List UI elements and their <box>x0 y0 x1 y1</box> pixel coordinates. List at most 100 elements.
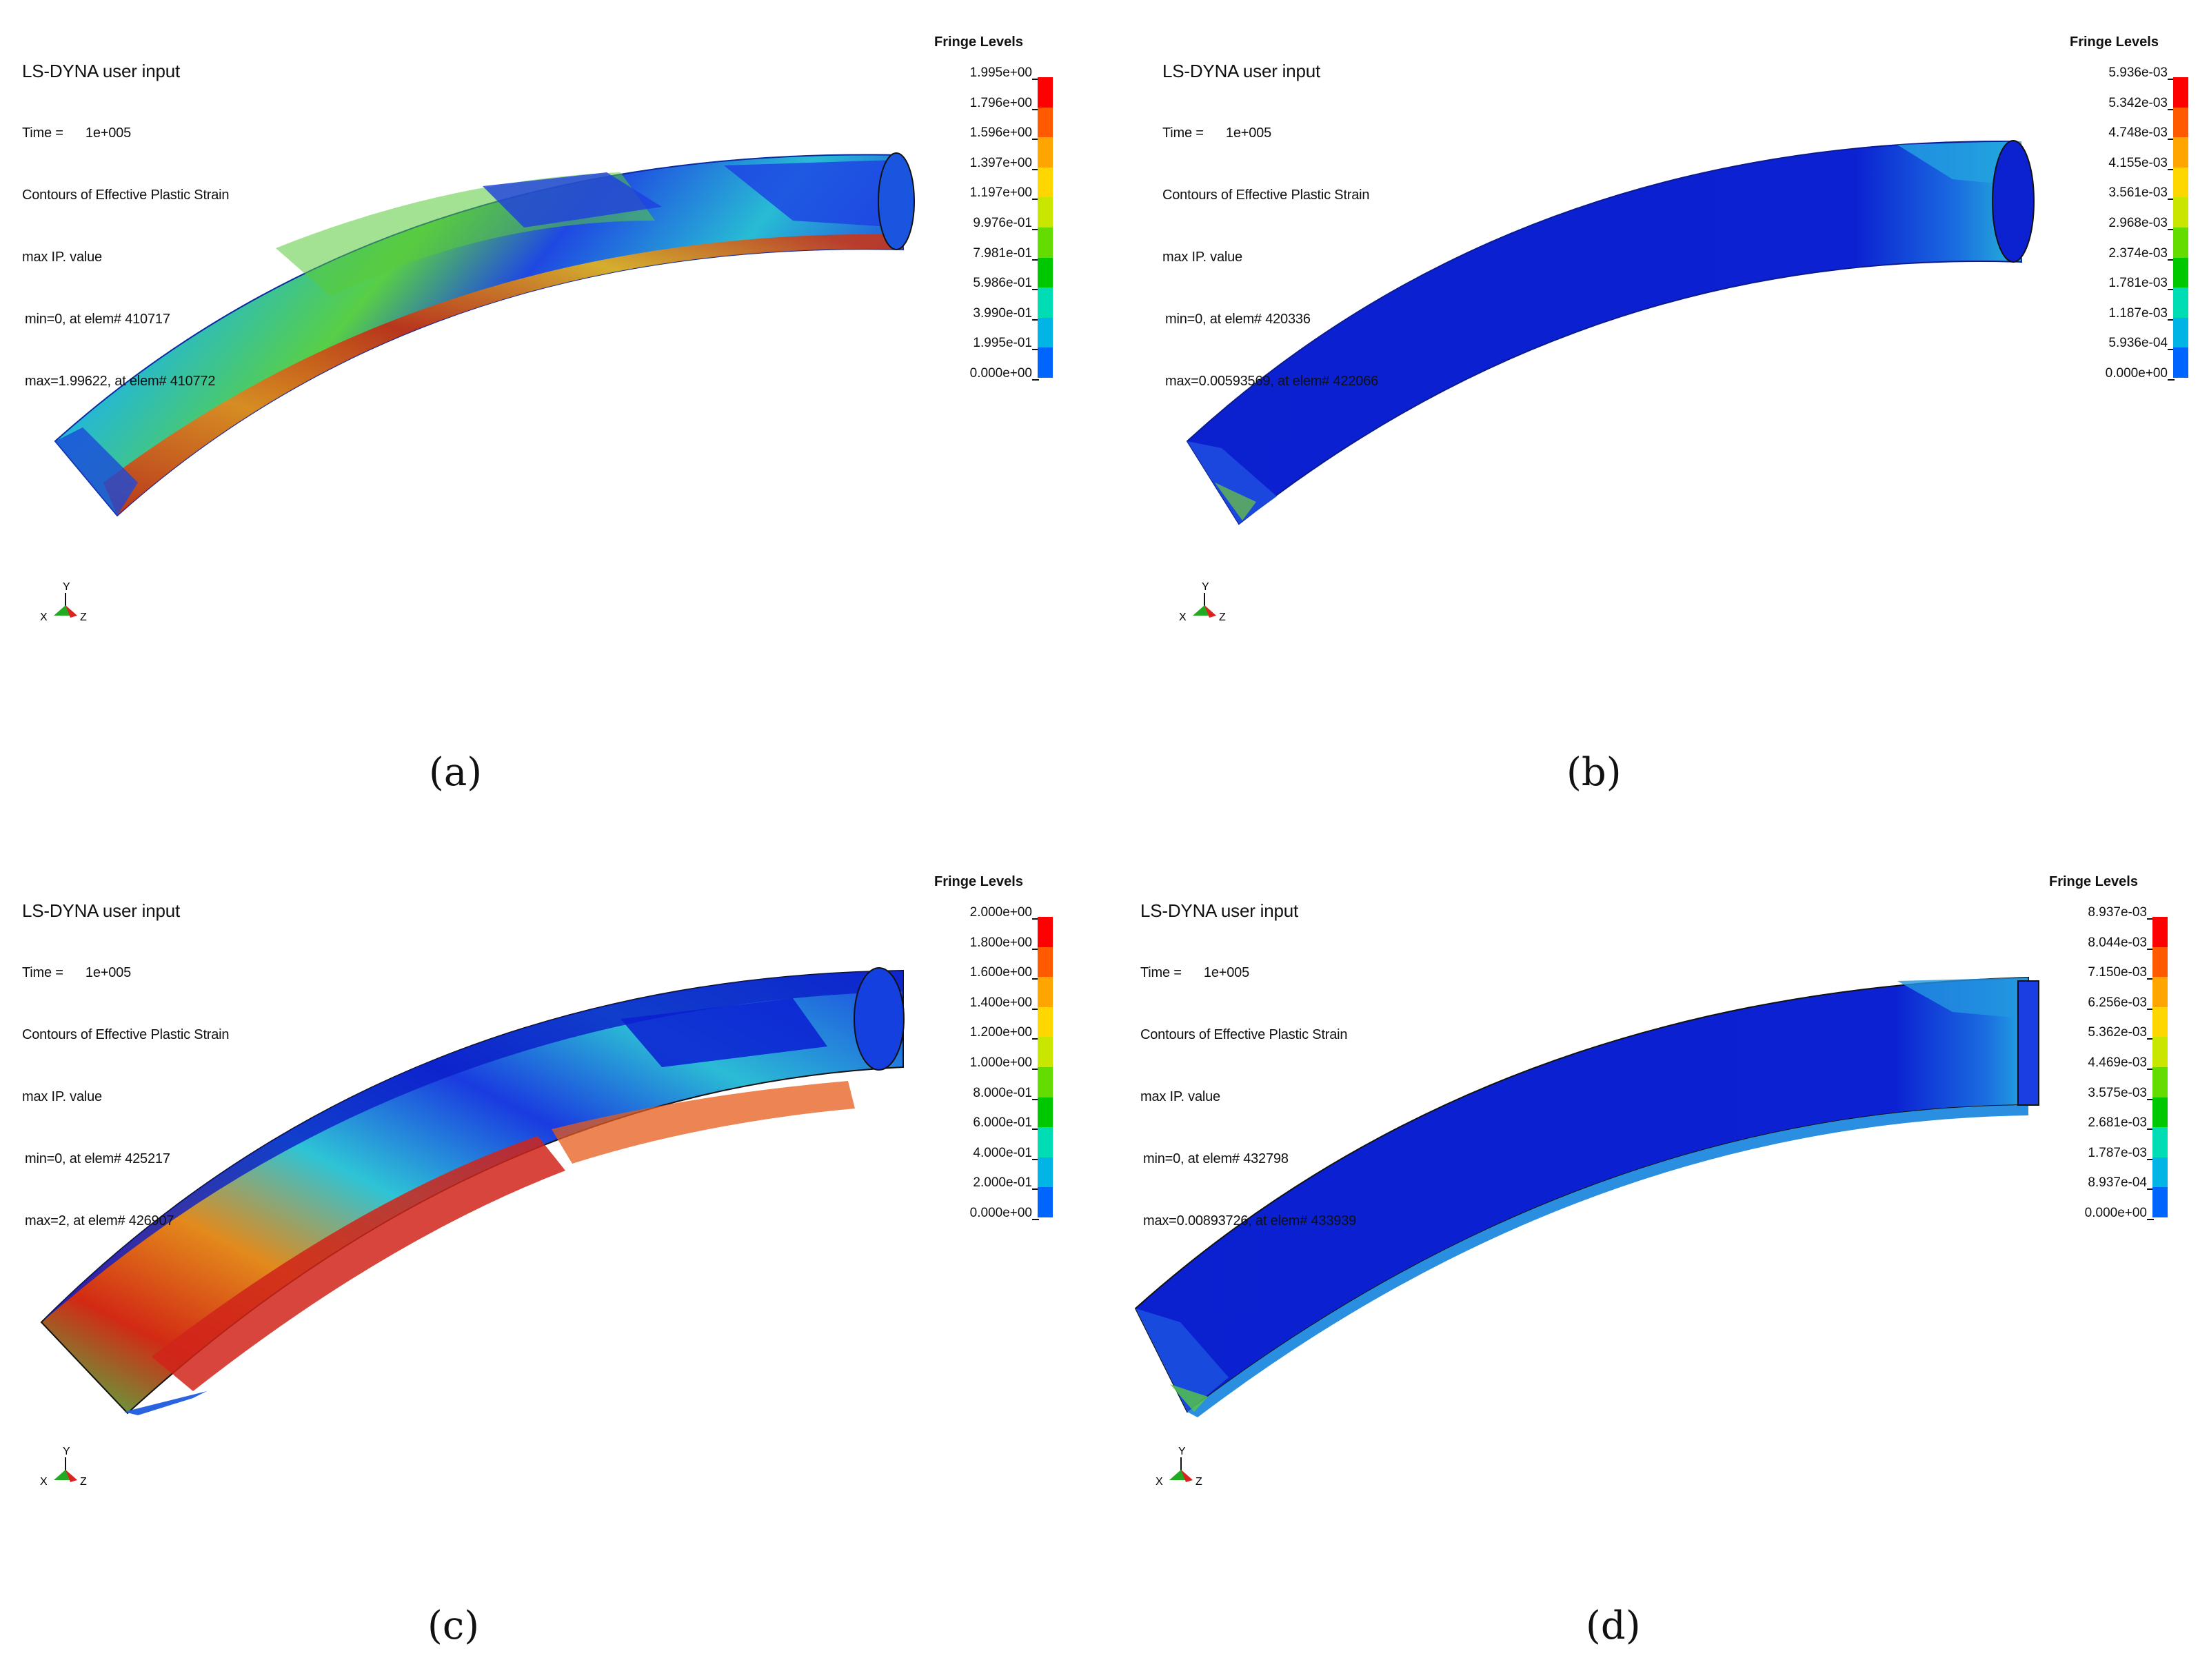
legend-tick: 2.000e+00 <box>934 898 1039 928</box>
legend-title: Fringe Levels <box>934 34 1023 50</box>
axis-y-label: Y <box>1202 581 1209 593</box>
fringe-legend: Fringe Levels 2.000e+00 1.800e+00 1.600e… <box>934 874 1065 1233</box>
legend-tick-labels: 2.000e+00 1.800e+00 1.600e+00 1.400e+00 … <box>934 898 1039 1228</box>
legend-swatch <box>1038 287 1053 318</box>
legend-tick: 4.748e-03 <box>2070 118 2175 148</box>
legend-swatch <box>2152 1006 2168 1038</box>
axis-x-label: X <box>40 1476 48 1488</box>
max-value-line: max=1.99622, at elem# 410772 <box>25 374 216 389</box>
panel-caption: (c) <box>427 1603 480 1648</box>
min-value-line: min=0, at elem# 420336 <box>1165 312 1311 327</box>
contour-type: Contours of Effective Plastic Strain <box>22 188 230 203</box>
legend-swatch <box>1038 227 1053 258</box>
legend-tick: 1.995e-01 <box>934 328 1039 358</box>
axis-z-label: Z <box>80 611 87 623</box>
legend-color-bar <box>2152 917 2168 1217</box>
legend-tick: 2.000e-01 <box>934 1168 1039 1198</box>
legend-swatch <box>1038 1037 1053 1067</box>
legend-tick: 1.596e+00 <box>934 118 1039 148</box>
legend-swatch <box>1038 317 1053 348</box>
legend-swatch <box>2173 107 2188 138</box>
legend-swatch <box>2152 1127 2168 1157</box>
legend-tick: 5.936e-03 <box>2070 58 2175 88</box>
legend-swatch <box>1038 947 1053 978</box>
axis-z-label: Z <box>1219 611 1226 623</box>
legend-tick: 1.796e+00 <box>934 88 1039 119</box>
legend-swatch <box>2152 1097 2168 1128</box>
max-ip-label: max IP. value <box>22 1089 102 1104</box>
legend-tick: 0.000e+00 <box>934 1198 1039 1228</box>
tube-end-opening <box>854 967 905 1071</box>
legend-swatch <box>1038 197 1053 227</box>
legend-tick: 8.937e-03 <box>2049 898 2154 928</box>
tube-contour-view-d <box>1134 976 2039 1417</box>
legend-swatch <box>2173 77 2188 108</box>
legend-tick: 1.000e+00 <box>934 1048 1039 1078</box>
axis-y-label: Y <box>63 581 70 593</box>
legend-tick: 8.044e-03 <box>2049 928 2154 958</box>
legend-tick-labels: 8.937e-03 8.044e-03 7.150e-03 6.256e-03 … <box>2049 898 2154 1228</box>
legend-tick: 0.000e+00 <box>934 358 1039 389</box>
legend-tick: 1.397e+00 <box>934 148 1039 179</box>
legend-tick: 3.990e-01 <box>934 298 1039 329</box>
result-header: LS-DYNA user input Time = 1e+005 Contour… <box>22 19 230 433</box>
axis-triad-d: Y X Z <box>1156 1446 1202 1488</box>
legend-tick: 4.155e-03 <box>2070 148 2175 179</box>
axis-triad-b: Y X Z <box>1179 581 1226 623</box>
legend-tick: 7.981e-01 <box>934 239 1039 269</box>
legend-tick: 3.575e-03 <box>2049 1078 2154 1109</box>
legend-swatch <box>2173 347 2188 378</box>
legend-tick: 5.362e-03 <box>2049 1018 2154 1048</box>
max-ip-label: max IP. value <box>1162 250 1242 265</box>
panel-a: LS-DYNA user input Time = 1e+005 Contour… <box>0 0 1104 840</box>
fringe-legend: Fringe Levels 8.937e-03 8.044e-03 7.150e… <box>2049 874 2180 1233</box>
axis-y-label: Y <box>63 1446 70 1457</box>
legend-swatch <box>1038 257 1053 288</box>
legend-tick: 2.374e-03 <box>2070 239 2175 269</box>
legend-swatch <box>2173 167 2188 198</box>
legend-swatch <box>1038 917 1053 947</box>
model-title: LS-DYNA user input <box>22 61 181 81</box>
legend-tick: 2.968e-03 <box>2070 208 2175 239</box>
panel-b: LS-DYNA user input Time = 1e+005 Contour… <box>1104 0 2209 840</box>
axis-z-label: Z <box>1196 1476 1202 1488</box>
legend-tick: 5.936e-04 <box>2070 328 2175 358</box>
legend-swatch <box>2152 947 2168 978</box>
axis-x-label: X <box>1179 611 1187 623</box>
legend-swatch <box>2152 977 2168 1007</box>
fringe-legend: Fringe Levels 5.936e-03 5.342e-03 4.748e… <box>2070 34 2201 393</box>
legend-swatch <box>2152 917 2168 947</box>
time-row: Time = 1e+005 <box>22 965 131 980</box>
legend-swatch <box>2173 227 2188 258</box>
legend-swatch <box>1038 77 1053 108</box>
panel-caption: (d) <box>1586 1603 1641 1648</box>
legend-tick: 1.800e+00 <box>934 928 1039 958</box>
legend-tick-labels: 5.936e-03 5.342e-03 4.748e-03 4.155e-03 … <box>2070 58 2175 389</box>
min-value-line: min=0, at elem# 410717 <box>25 312 170 327</box>
legend-title: Fringe Levels <box>2049 874 2138 889</box>
result-header: LS-DYNA user input Time = 1e+005 Contour… <box>22 859 230 1273</box>
contour-type: Contours of Effective Plastic Strain <box>1162 188 1370 203</box>
legend-swatch <box>2152 1037 2168 1067</box>
min-value-line: min=0, at elem# 425217 <box>25 1151 170 1166</box>
axis-triad-a: Y X Z <box>40 581 87 623</box>
legend-tick: 7.150e-03 <box>2049 958 2154 988</box>
legend-tick: 3.561e-03 <box>2070 178 2175 208</box>
legend-swatch <box>1038 167 1053 198</box>
legend-tick: 8.000e-01 <box>934 1078 1039 1109</box>
legend-tick: 1.197e+00 <box>934 178 1039 208</box>
legend-swatch <box>2173 197 2188 227</box>
legend-swatch <box>1038 1097 1053 1128</box>
legend-tick: 0.000e+00 <box>2070 358 2175 389</box>
max-value-line: max=0.00593569, at elem# 422066 <box>1165 374 1379 389</box>
legend-tick: 1.200e+00 <box>934 1018 1039 1048</box>
legend-tick: 1.781e-03 <box>2070 268 2175 298</box>
axis-x-label: X <box>40 611 48 623</box>
legend-color-bar <box>2173 77 2188 378</box>
panel-caption: (b) <box>1566 750 1622 795</box>
legend-tick: 8.937e-04 <box>2049 1168 2154 1198</box>
legend-tick: 6.000e-01 <box>934 1108 1039 1138</box>
time-row: Time = 1e+005 <box>1140 965 1249 980</box>
model-title: LS-DYNA user input <box>1162 61 1321 81</box>
legend-tick: 5.986e-01 <box>934 268 1039 298</box>
